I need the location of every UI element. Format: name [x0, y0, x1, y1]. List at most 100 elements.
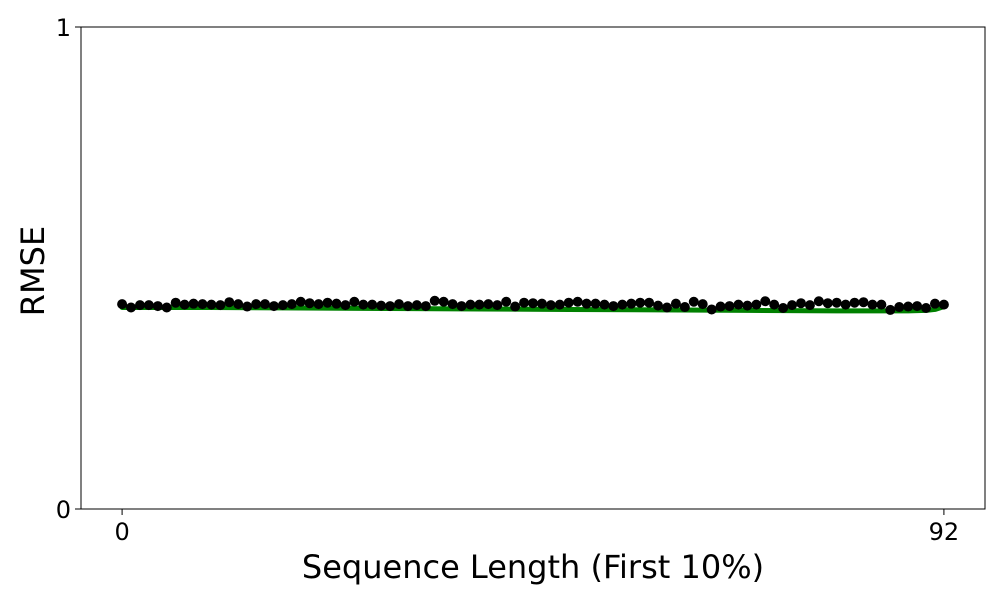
- data-point: [733, 299, 744, 310]
- data-point: [608, 301, 619, 312]
- data-point: [554, 299, 565, 310]
- data-point: [322, 297, 333, 308]
- x-axis-label: Sequence Length (First 10%): [302, 548, 764, 586]
- y-tick-label: 1: [56, 14, 71, 42]
- data-point: [715, 301, 726, 312]
- data-point: [760, 296, 771, 307]
- data-point: [679, 302, 690, 313]
- data-point: [358, 299, 369, 310]
- plot-area-frame: [80, 26, 986, 510]
- data-point: [331, 298, 342, 309]
- data-point: [286, 299, 297, 310]
- data-point: [653, 300, 664, 311]
- data-point: [581, 298, 592, 309]
- data-point: [349, 296, 360, 307]
- data-point: [313, 299, 324, 310]
- data-point: [179, 299, 190, 310]
- data-point: [268, 301, 279, 312]
- data-point: [858, 297, 869, 308]
- data-point: [134, 300, 145, 311]
- data-point: [188, 298, 199, 309]
- data-point: [295, 296, 306, 307]
- data-point: [644, 297, 655, 308]
- data-point: [876, 299, 887, 310]
- data-point: [724, 301, 735, 312]
- data-point: [688, 296, 699, 307]
- data-point: [536, 298, 547, 309]
- data-point: [483, 299, 494, 310]
- data-point: [474, 299, 485, 310]
- data-point: [242, 301, 253, 312]
- data-point: [697, 299, 708, 310]
- data-point: [867, 299, 878, 310]
- data-point: [126, 302, 137, 313]
- y-tick-label: 0: [56, 496, 71, 524]
- data-point: [402, 301, 413, 312]
- data-point: [510, 301, 521, 312]
- data-point: [804, 300, 815, 311]
- data-point: [492, 300, 503, 311]
- data-points-layer: [117, 295, 949, 315]
- data-point: [885, 304, 896, 315]
- data-point: [152, 301, 163, 312]
- data-point: [528, 298, 538, 309]
- data-point: [117, 299, 128, 310]
- data-point: [742, 300, 753, 311]
- data-point: [438, 296, 449, 307]
- data-point: [787, 300, 798, 311]
- data-point: [921, 303, 932, 314]
- data-point: [206, 299, 217, 310]
- data-point: [751, 299, 762, 310]
- data-point: [340, 300, 351, 311]
- data-point: [251, 299, 262, 310]
- data-point: [635, 297, 646, 308]
- y-axis-ticks: 01: [56, 14, 81, 524]
- data-point: [170, 297, 181, 308]
- data-point: [590, 298, 601, 309]
- data-point: [670, 298, 681, 309]
- data-point: [197, 299, 208, 310]
- data-point: [143, 300, 154, 311]
- data-point: [822, 298, 833, 309]
- data-point: [501, 296, 512, 307]
- data-point: [706, 304, 717, 315]
- data-point: [769, 299, 780, 310]
- data-point: [411, 300, 422, 311]
- x-axis-ticks: 0 92: [114, 509, 959, 546]
- data-point: [260, 299, 271, 310]
- data-point: [840, 299, 851, 310]
- data-point: [277, 300, 288, 311]
- y-axis-label: RMSE: [14, 226, 52, 316]
- data-point: [456, 301, 467, 312]
- data-point: [447, 299, 458, 310]
- data-point: [394, 299, 405, 310]
- data-point: [661, 302, 672, 313]
- data-point: [617, 299, 628, 310]
- data-point: [420, 301, 431, 312]
- data-point: [912, 301, 923, 312]
- data-point: [161, 302, 172, 313]
- data-point: [563, 297, 574, 308]
- data-point: [465, 299, 476, 310]
- data-point: [519, 297, 530, 308]
- data-point: [813, 296, 824, 307]
- data-point: [304, 298, 315, 309]
- data-point: [795, 298, 806, 309]
- data-point: [376, 300, 387, 311]
- x-tick-label: 92: [929, 518, 960, 546]
- data-point: [572, 296, 583, 307]
- data-point: [929, 298, 940, 309]
- data-point: [599, 299, 610, 310]
- data-point: [894, 302, 905, 313]
- data-point: [233, 299, 244, 310]
- data-point: [545, 300, 556, 311]
- data-point: [215, 300, 226, 311]
- data-point: [903, 301, 914, 312]
- data-point: [938, 299, 949, 310]
- data-point: [849, 297, 860, 308]
- data-point: [385, 301, 396, 312]
- data-point: [367, 299, 378, 310]
- x-tick-label: 0: [114, 518, 129, 546]
